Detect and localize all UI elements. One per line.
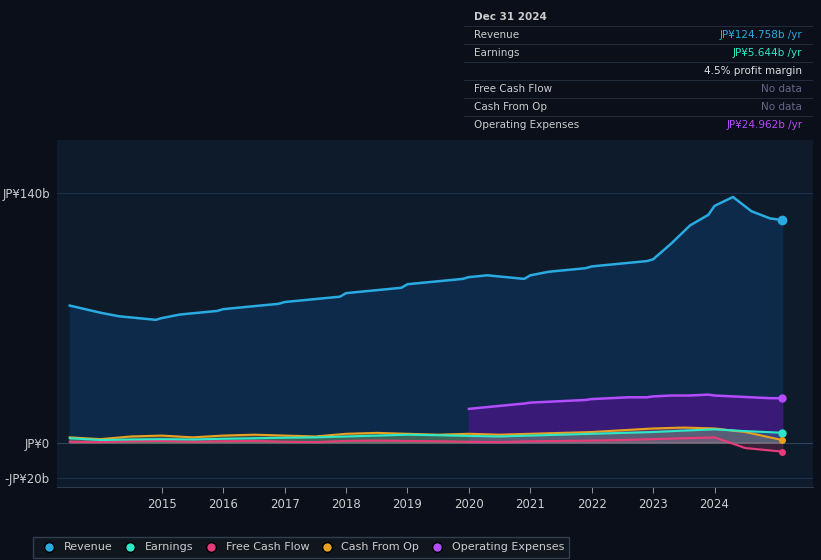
- Text: Cash From Op: Cash From Op: [475, 102, 548, 113]
- Text: JP¥5.644b /yr: JP¥5.644b /yr: [733, 48, 802, 58]
- Text: Free Cash Flow: Free Cash Flow: [475, 85, 553, 95]
- Text: Earnings: Earnings: [475, 48, 520, 58]
- Text: Operating Expenses: Operating Expenses: [475, 120, 580, 130]
- Text: Revenue: Revenue: [475, 30, 520, 40]
- Text: JP¥24.962b /yr: JP¥24.962b /yr: [727, 120, 802, 130]
- Text: No data: No data: [761, 85, 802, 95]
- Legend: Revenue, Earnings, Free Cash Flow, Cash From Op, Operating Expenses: Revenue, Earnings, Free Cash Flow, Cash …: [33, 537, 570, 558]
- Text: 4.5% profit margin: 4.5% profit margin: [704, 67, 802, 76]
- Text: JP¥124.758b /yr: JP¥124.758b /yr: [719, 30, 802, 40]
- Text: Dec 31 2024: Dec 31 2024: [475, 12, 548, 22]
- Text: No data: No data: [761, 102, 802, 113]
